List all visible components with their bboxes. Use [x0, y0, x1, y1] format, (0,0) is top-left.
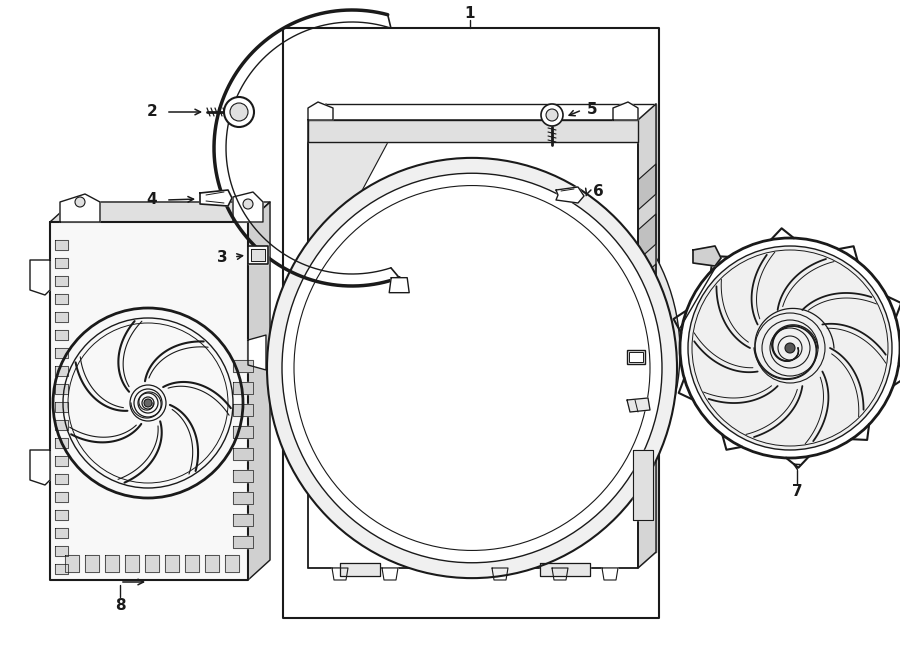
Polygon shape	[556, 187, 584, 203]
Polygon shape	[332, 568, 348, 580]
Polygon shape	[308, 120, 638, 142]
Polygon shape	[233, 404, 253, 416]
Polygon shape	[233, 426, 253, 438]
Polygon shape	[50, 222, 248, 580]
Polygon shape	[308, 120, 638, 568]
Polygon shape	[233, 536, 253, 548]
Polygon shape	[233, 492, 253, 504]
Text: 1: 1	[464, 7, 475, 22]
Polygon shape	[233, 382, 253, 394]
Circle shape	[541, 104, 563, 126]
Polygon shape	[55, 384, 68, 394]
Polygon shape	[30, 260, 50, 295]
Polygon shape	[165, 555, 179, 572]
Polygon shape	[55, 564, 68, 574]
Ellipse shape	[320, 178, 660, 526]
Text: 7: 7	[792, 485, 802, 500]
Text: 8: 8	[114, 598, 125, 613]
Circle shape	[785, 343, 795, 353]
Text: 2: 2	[147, 104, 158, 120]
Ellipse shape	[267, 158, 677, 578]
Polygon shape	[233, 360, 253, 372]
Polygon shape	[283, 28, 659, 618]
Circle shape	[243, 199, 253, 209]
Polygon shape	[627, 398, 650, 412]
Polygon shape	[693, 246, 721, 266]
Polygon shape	[248, 202, 270, 580]
Polygon shape	[55, 258, 68, 268]
Circle shape	[688, 246, 892, 450]
Circle shape	[224, 97, 254, 127]
Polygon shape	[50, 202, 270, 222]
Polygon shape	[552, 568, 568, 580]
Polygon shape	[638, 164, 656, 210]
Polygon shape	[638, 264, 656, 310]
Polygon shape	[382, 568, 398, 580]
Polygon shape	[55, 402, 68, 412]
Polygon shape	[340, 563, 380, 576]
Polygon shape	[326, 104, 656, 552]
Polygon shape	[85, 555, 99, 572]
Polygon shape	[55, 528, 68, 538]
Text: 4: 4	[147, 192, 158, 208]
Polygon shape	[55, 546, 68, 556]
Circle shape	[230, 103, 248, 121]
Polygon shape	[638, 104, 656, 568]
Polygon shape	[233, 514, 253, 526]
Polygon shape	[55, 510, 68, 520]
Polygon shape	[55, 366, 68, 376]
Polygon shape	[55, 348, 68, 358]
Polygon shape	[638, 214, 656, 260]
Text: 3: 3	[217, 249, 228, 264]
Polygon shape	[205, 555, 219, 572]
Polygon shape	[613, 102, 638, 120]
Polygon shape	[233, 448, 253, 460]
Polygon shape	[540, 563, 590, 576]
Text: 6: 6	[592, 184, 603, 200]
Polygon shape	[55, 456, 68, 466]
Ellipse shape	[300, 157, 680, 547]
Polygon shape	[55, 474, 68, 484]
Polygon shape	[105, 555, 119, 572]
Polygon shape	[200, 190, 232, 206]
Polygon shape	[55, 240, 68, 250]
Polygon shape	[65, 555, 79, 572]
Polygon shape	[225, 555, 239, 572]
Bar	[629, 352, 643, 362]
Polygon shape	[55, 330, 68, 340]
Circle shape	[144, 399, 152, 407]
Polygon shape	[389, 278, 410, 293]
Polygon shape	[125, 555, 139, 572]
Polygon shape	[55, 492, 68, 502]
Polygon shape	[233, 192, 263, 222]
Ellipse shape	[282, 173, 662, 563]
Polygon shape	[233, 470, 253, 482]
Bar	[627, 350, 645, 364]
Polygon shape	[248, 246, 268, 264]
Polygon shape	[308, 102, 333, 120]
Polygon shape	[602, 568, 618, 580]
Polygon shape	[248, 335, 266, 370]
Ellipse shape	[294, 186, 650, 551]
Polygon shape	[492, 568, 508, 580]
Polygon shape	[55, 312, 68, 322]
Polygon shape	[185, 555, 199, 572]
Polygon shape	[267, 142, 388, 368]
Polygon shape	[145, 555, 159, 572]
Polygon shape	[55, 294, 68, 304]
Polygon shape	[60, 194, 100, 222]
Polygon shape	[55, 420, 68, 430]
Circle shape	[75, 197, 85, 207]
Text: 5: 5	[587, 102, 598, 118]
Polygon shape	[633, 450, 653, 520]
Polygon shape	[251, 249, 265, 261]
Polygon shape	[30, 450, 50, 485]
Polygon shape	[55, 276, 68, 286]
Polygon shape	[55, 438, 68, 448]
Circle shape	[546, 109, 558, 121]
